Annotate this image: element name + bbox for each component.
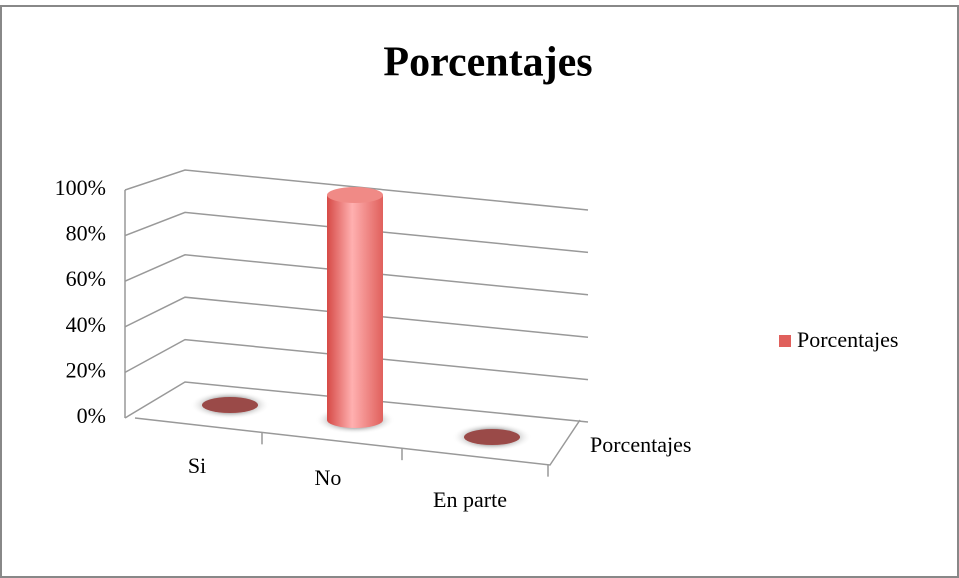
grid-line bbox=[124, 381, 589, 423]
x-tick-label: No bbox=[315, 465, 342, 490]
grid-line bbox=[124, 296, 589, 338]
depth-label: Porcentajes bbox=[590, 432, 691, 457]
grid-line bbox=[124, 254, 589, 296]
x-tick-label: Si bbox=[188, 453, 206, 478]
y-tick-label: 20% bbox=[66, 357, 106, 382]
y-tick-label: 100% bbox=[55, 175, 106, 200]
grid-line bbox=[124, 338, 589, 381]
chart-title: Porcentajes bbox=[383, 40, 592, 86]
legend-swatch bbox=[779, 335, 791, 347]
grid-line bbox=[124, 211, 589, 254]
floor bbox=[134, 417, 581, 466]
bar-top bbox=[202, 397, 258, 413]
bar-top bbox=[464, 429, 520, 445]
bar-top bbox=[327, 187, 383, 203]
grid-line bbox=[124, 169, 589, 211]
x-tick-label: En parte bbox=[433, 487, 507, 512]
frame bbox=[0, 5, 959, 578]
legend-label: Porcentajes bbox=[797, 327, 898, 352]
y-tick-label: 40% bbox=[66, 312, 106, 337]
y-tick-label: 0% bbox=[77, 403, 106, 428]
y-tick-label: 80% bbox=[66, 221, 106, 246]
bar bbox=[327, 195, 383, 428]
y-tick-label: 60% bbox=[66, 266, 106, 291]
